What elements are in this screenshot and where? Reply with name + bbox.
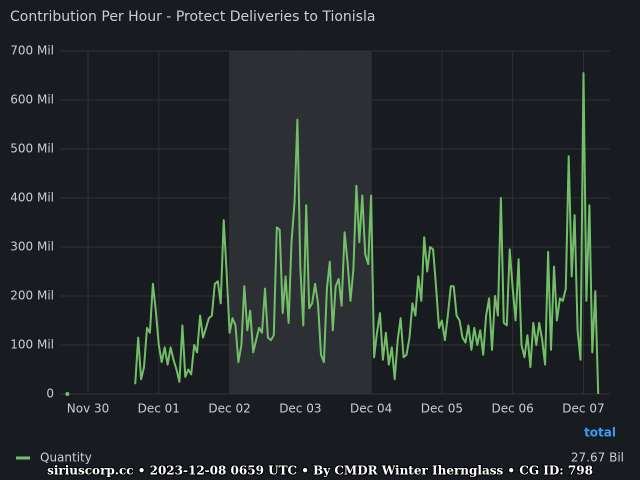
data-point <box>65 392 70 396</box>
x-tick-label: Dec 04 <box>350 402 392 416</box>
x-tick-label: Nov 30 <box>67 402 110 416</box>
y-tick-label: 0 <box>46 387 54 401</box>
x-tick-label: Dec 05 <box>421 402 463 416</box>
footer: siriuscorp.cc • 2023-12-08 0659 UTC • By… <box>47 464 593 478</box>
series-line <box>134 72 600 395</box>
x-tick-label: Dec 01 <box>138 402 180 416</box>
x-tick-label: Dec 02 <box>208 402 250 416</box>
y-tick-label: 300 Mil <box>10 240 54 254</box>
y-tick-label: 700 Mil <box>10 44 54 58</box>
y-tick-label: 400 Mil <box>10 191 54 205</box>
y-tick-label: 200 Mil <box>10 289 54 303</box>
y-tick-label: 600 Mil <box>10 93 54 107</box>
legend-label[interactable]: Quantity <box>40 451 92 465</box>
y-tick-label: 100 Mil <box>10 338 54 352</box>
y-tick-label: 500 Mil <box>10 142 54 156</box>
x-tick-label: Dec 06 <box>492 402 534 416</box>
legend-total: 27.67 Bil <box>571 451 624 465</box>
x-tick-label: Dec 03 <box>279 402 321 416</box>
x-tick-label: Dec 07 <box>562 402 604 416</box>
legend-column-header: total <box>584 426 616 440</box>
plot: 0 100 Mil 200 Mil 300 Mil 400 Mil 500 Mil 600 … <box>10 44 610 416</box>
chart-title: Contribution Per Hour - Protect Deliveri… <box>10 9 375 25</box>
